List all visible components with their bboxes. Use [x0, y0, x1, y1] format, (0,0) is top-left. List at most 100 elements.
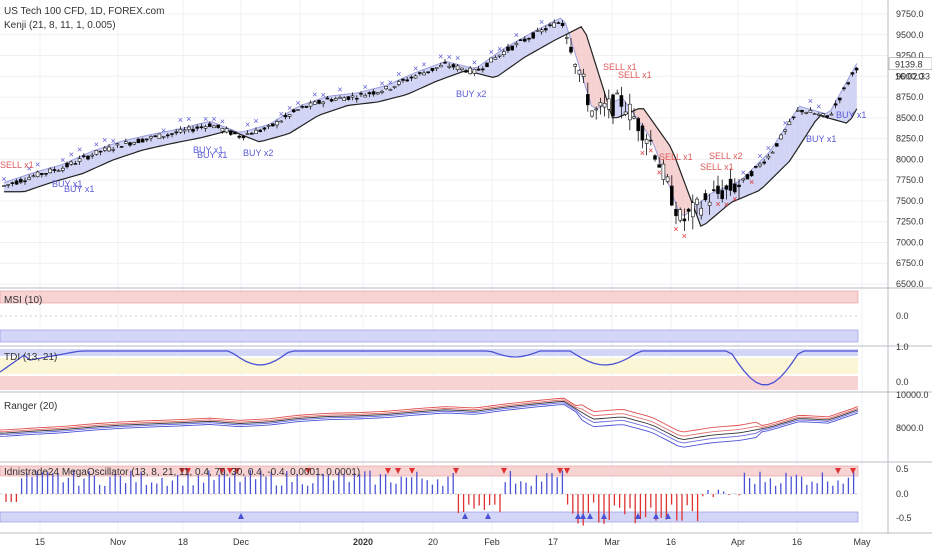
candle-body [132, 142, 136, 145]
buy-marker-icon: × [111, 136, 116, 146]
candle-body [703, 193, 708, 201]
candle-body [640, 125, 645, 141]
candle-body [455, 65, 460, 70]
buy-marker-icon: × [539, 17, 544, 27]
candle-body [598, 102, 603, 107]
ranger-tick: 8000.0 [896, 423, 924, 433]
buy-marker-icon: × [1, 174, 6, 184]
time-tick-label: Dec [233, 537, 250, 547]
candle-body [107, 146, 111, 152]
candle-body [774, 143, 779, 147]
candle-body [632, 116, 636, 119]
candle-body [468, 67, 473, 75]
buy-marker-icon: × [94, 139, 99, 149]
candle-body [594, 108, 599, 111]
price-tick-label: 7000.0 [896, 237, 924, 247]
candle-body [661, 163, 666, 180]
candle-body [166, 134, 170, 137]
candle-body [199, 126, 204, 128]
buy-marker-icon: × [337, 85, 342, 95]
candle-body [405, 79, 410, 82]
candle-body [308, 102, 313, 107]
candle-body [539, 29, 544, 33]
candle-body [14, 180, 19, 185]
candle-body [825, 115, 830, 118]
sell-marker-icon: × [749, 177, 754, 187]
candle-body [233, 131, 237, 135]
buy-signal-label: BUY x1 [193, 145, 223, 155]
candle-body [430, 67, 435, 71]
ranger-band-line [0, 397, 859, 433]
ranger-band-line [0, 399, 859, 437]
price-tick-label: 9000.0 [896, 71, 924, 81]
price-tick-label: 9750.0 [896, 9, 924, 19]
candle-body [560, 22, 565, 26]
candle-body [426, 71, 431, 73]
candle-body [413, 75, 418, 79]
candle-body [711, 189, 716, 191]
candle-body [31, 175, 36, 178]
candle-body [6, 184, 10, 186]
sell-marker-icon: × [673, 224, 678, 234]
buy-marker-icon: × [245, 119, 250, 129]
candle-body [212, 125, 216, 129]
candle-body [552, 22, 557, 28]
candle-body [787, 121, 792, 126]
candle-body [678, 209, 683, 221]
price-tick-label: 6750.0 [896, 258, 924, 268]
candle-body [791, 116, 796, 119]
candle-body [720, 190, 725, 200]
candle-body [128, 142, 132, 146]
sell-signal-label: SELL x1 [700, 162, 734, 172]
candle-body [396, 81, 401, 85]
candle-body [94, 150, 99, 155]
candle-body [275, 121, 279, 126]
sell-marker-icon: × [648, 145, 653, 155]
candle-body [758, 163, 762, 167]
candle-body [686, 208, 691, 212]
candle-body [749, 171, 754, 177]
sell-marker-icon: × [657, 167, 662, 177]
mega-buy-triangle-icon [485, 513, 491, 519]
buy-marker-icon: × [211, 114, 216, 124]
mega-buy-triangle-icon [587, 513, 593, 519]
candle-body [283, 114, 288, 118]
candle-body [653, 155, 657, 160]
buy-marker-icon: × [253, 116, 258, 126]
candle-body [187, 126, 191, 130]
candle-body [623, 111, 628, 115]
mega-lower-zone [0, 511, 859, 523]
candle-body [317, 100, 321, 104]
price-tick-label: 8000.0 [896, 154, 924, 164]
candle-body [371, 91, 376, 95]
tdi-mid-zone [0, 358, 858, 374]
candle-body [573, 64, 578, 67]
candle-body [816, 113, 821, 116]
mega-tick: 0.0 [896, 489, 909, 499]
candle-body [350, 95, 355, 98]
candle-body [459, 67, 464, 70]
tdi-line [0, 350, 858, 386]
buy-signal-label: BUY x1 [836, 110, 866, 120]
candle-body [401, 78, 405, 81]
candle-body [585, 94, 590, 106]
candle-body [161, 136, 166, 138]
candle-body [510, 45, 515, 51]
candle-body [140, 138, 145, 143]
candle-body [518, 39, 523, 41]
msi-lower-zone [0, 329, 859, 343]
candle-body [229, 130, 233, 135]
sell-signal-label: SELL x1 [618, 70, 652, 80]
buy-marker-icon: × [421, 59, 426, 69]
candle-body [812, 113, 817, 115]
candle-body [367, 92, 372, 95]
candle-body [447, 65, 452, 68]
buy-marker-icon: × [186, 114, 191, 124]
candle-body [522, 38, 527, 42]
candle-body [514, 42, 519, 46]
candle-body [535, 29, 540, 32]
candle-body [388, 88, 393, 91]
ranger-band-line [0, 404, 859, 448]
price-tick-label: 8250.0 [896, 134, 924, 144]
